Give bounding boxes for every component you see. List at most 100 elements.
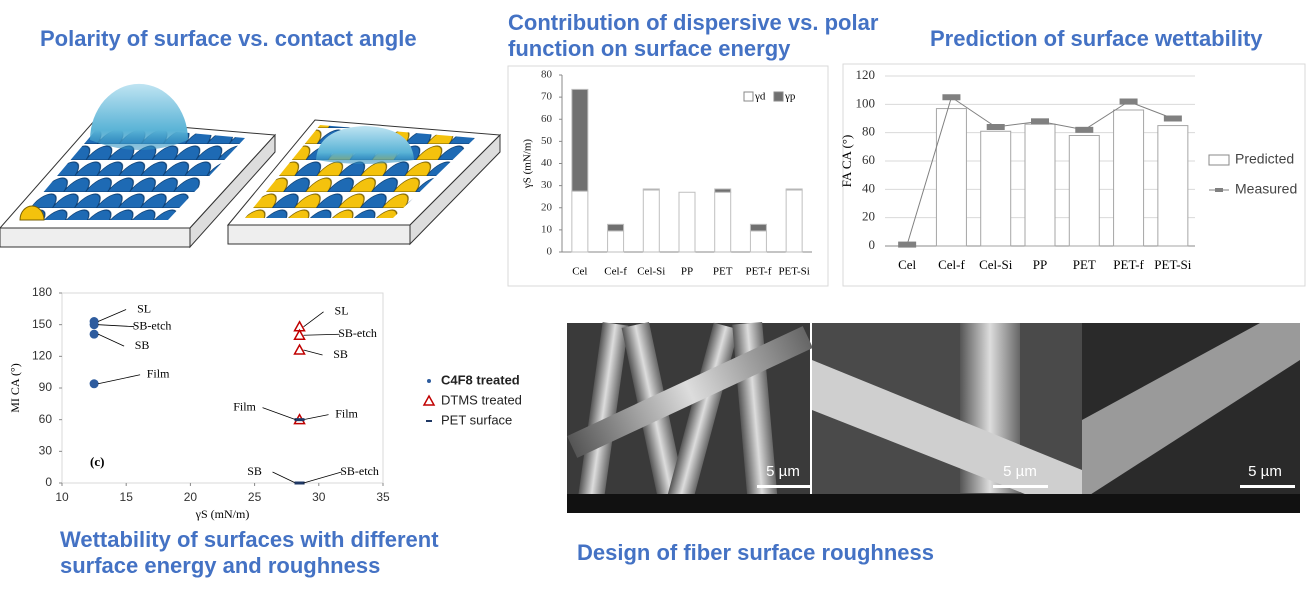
x-tick-label: 30 — [312, 490, 326, 504]
x-tick-label: Cel-f — [604, 266, 627, 278]
bar-segment — [642, 189, 660, 253]
leader-line — [272, 471, 296, 484]
y-axis-label: MI CA (°) — [8, 363, 22, 412]
legend-label: DTMS treated — [441, 392, 522, 407]
x-tick-label: 25 — [248, 490, 262, 504]
y-tick-label: 100 — [856, 95, 876, 110]
y-tick-label: 20 — [862, 209, 875, 224]
line-marker — [898, 241, 917, 248]
legend-swatch — [773, 91, 784, 102]
legend-swatch — [1208, 154, 1230, 166]
point-label: SL — [335, 304, 349, 318]
line-marker — [986, 124, 1005, 130]
y-tick-label: 80 — [541, 69, 553, 81]
x-tick-label: 15 — [120, 490, 134, 504]
x-tick-label: 35 — [376, 490, 390, 504]
y-tick-label: 60 — [39, 412, 53, 426]
bar-segment — [749, 223, 767, 232]
legend-label: C4F8 treated — [441, 372, 520, 387]
x-tick-label: Cel — [572, 266, 587, 278]
bar — [1113, 109, 1145, 247]
leader-line — [97, 309, 127, 322]
legend-swatch — [1215, 188, 1223, 192]
y-tick-label: 30 — [541, 179, 553, 191]
micrographs-title: Design of fiber surface roughness — [577, 540, 934, 565]
bar — [1068, 135, 1100, 247]
line-marker — [1163, 115, 1182, 122]
bar — [1024, 123, 1056, 247]
chart-title: Wettability of surfaces with different s… — [60, 527, 439, 578]
line-marker — [1119, 98, 1138, 105]
y-tick-label: 0 — [869, 237, 876, 252]
y-tick-label: 10 — [541, 223, 553, 235]
bar-segment — [714, 188, 732, 193]
surface-illustration — [0, 83, 502, 249]
x-axis-label: γS (mN/m) — [195, 507, 250, 521]
point — [293, 343, 306, 355]
y-tick-label: 150 — [32, 317, 52, 331]
chart-title: Prediction of surface wettability — [930, 26, 1263, 51]
x-tick-label: PET — [1073, 257, 1096, 272]
y-tick-label: 0 — [45, 475, 52, 489]
y-tick-label: 120 — [32, 349, 52, 363]
point-label: SB — [247, 464, 262, 478]
y-tick-label: 120 — [856, 67, 876, 82]
legend-swatch — [427, 379, 431, 383]
bar-segment — [607, 230, 625, 253]
legend-label: PET surface — [441, 412, 512, 427]
point-label: Film — [233, 399, 256, 413]
bar-segment — [714, 191, 732, 253]
y-tick-label: 30 — [39, 444, 53, 458]
point-label: SL — [137, 301, 151, 315]
x-tick-label: 10 — [55, 490, 69, 504]
bar — [935, 108, 967, 247]
point — [89, 379, 99, 389]
illustration-title: Polarity of surface vs. contact angle — [40, 26, 417, 51]
micrographs: 5 µm 5 µm 5 µm — [567, 322, 1300, 513]
point — [89, 320, 99, 330]
legend-label: Predicted — [1235, 151, 1294, 167]
legend-swatch — [422, 394, 436, 406]
point-label: Film — [147, 367, 170, 381]
x-tick-label: 20 — [184, 490, 198, 504]
bar-segment — [678, 191, 696, 253]
bar-segment — [785, 189, 803, 253]
x-tick-label: PET-f — [745, 266, 771, 278]
point-label: SB — [135, 338, 150, 352]
line-marker — [1075, 126, 1094, 133]
bar-segment — [749, 230, 767, 253]
x-tick-label: PP — [681, 266, 693, 278]
line-marker — [1031, 118, 1049, 125]
x-tick-label: Cel-f — [938, 257, 965, 272]
leader-line — [303, 311, 324, 328]
leader-line — [303, 349, 323, 356]
y-tick-label: 90 — [39, 380, 53, 394]
legend-label: Measured — [1235, 181, 1297, 197]
y-tick-label: 40 — [862, 180, 875, 195]
leader-line — [262, 407, 296, 421]
bar — [1157, 125, 1189, 247]
y-tick-label: 50 — [541, 135, 553, 147]
leader-line — [303, 333, 340, 336]
bar-segment — [785, 188, 803, 191]
bar-segment — [571, 190, 589, 253]
y-axis-label: γS (mN/m) — [522, 139, 534, 190]
y-tick-label: 0 — [547, 246, 553, 258]
y-tick-label: 70 — [541, 91, 553, 103]
leader-line — [303, 414, 329, 421]
y-tick-label: 80 — [862, 124, 875, 139]
legend-label: γp — [784, 91, 796, 103]
leader-line — [98, 374, 141, 385]
legend-label: γd — [754, 91, 766, 103]
x-tick-label: PET-Si — [778, 266, 809, 278]
point — [89, 329, 99, 339]
x-tick-label: Cel-Si — [637, 266, 665, 278]
x-tick-label: PP — [1033, 257, 1047, 272]
plot-frame — [61, 292, 384, 484]
leader-line — [303, 471, 342, 484]
x-tick-label: PET-f — [1113, 257, 1144, 272]
y-axis-label: FA CA (°) — [839, 135, 854, 188]
panel-label: (c) — [90, 454, 104, 469]
y-tick-label: 20 — [541, 201, 553, 213]
point-label: SB-etch — [133, 318, 172, 332]
